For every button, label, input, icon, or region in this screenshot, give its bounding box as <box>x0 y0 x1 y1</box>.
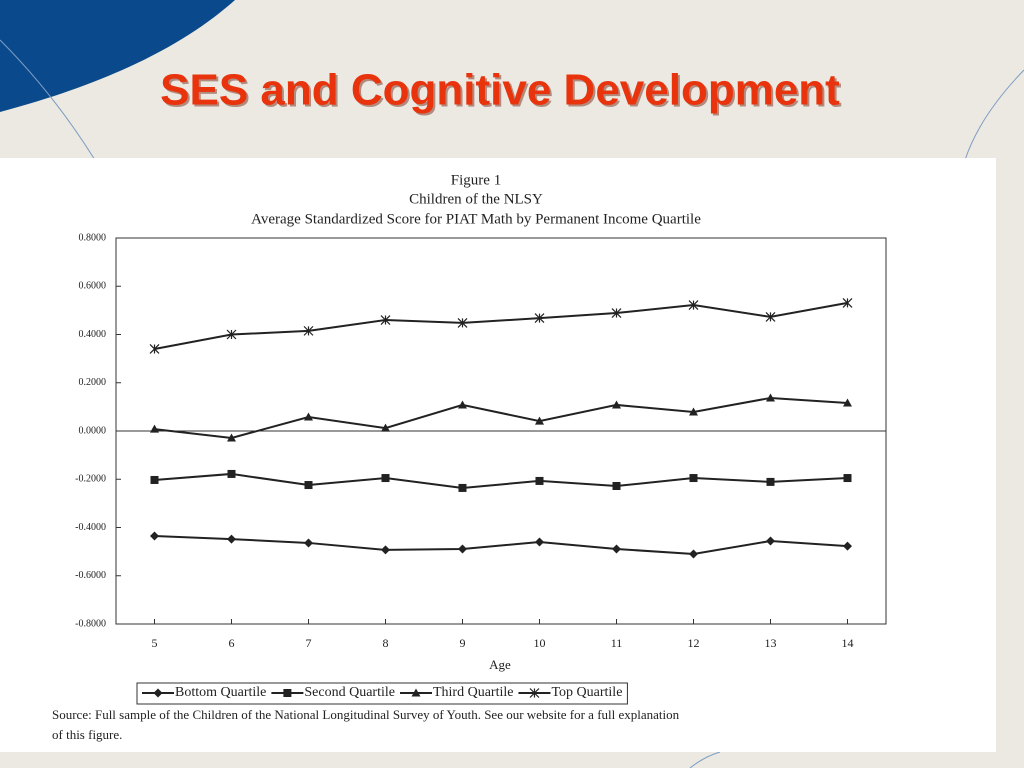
x-axis-label: Age <box>489 657 511 672</box>
marker <box>304 412 313 421</box>
y-tick-label: 0.0000 <box>79 425 107 436</box>
y-tick-label: 0.6000 <box>79 281 107 292</box>
legend-label: Second Quartile <box>304 685 395 700</box>
marker <box>304 538 313 548</box>
marker <box>458 400 467 409</box>
x-tick-label: 6 <box>229 636 235 650</box>
marker <box>381 545 390 555</box>
series-line <box>154 396 848 440</box>
y-tick-label: -0.4000 <box>75 522 106 533</box>
y-tick-label: 0.4000 <box>79 329 107 340</box>
marker <box>535 476 544 485</box>
marker <box>535 537 544 547</box>
series-line <box>154 472 848 489</box>
legend-label: Third Quartile <box>433 685 513 700</box>
marker <box>529 688 540 698</box>
marker <box>457 317 468 328</box>
chart-subtitle: Children of the NLSY <box>409 191 543 207</box>
marker <box>153 688 163 698</box>
legend-label: Bottom Quartile <box>175 685 266 700</box>
x-tick-label: 14 <box>842 636 854 650</box>
x-tick-label: 13 <box>765 636 777 650</box>
slide-title-shadow: SES and Cognitive Development <box>162 68 842 117</box>
marker <box>611 308 622 318</box>
marker <box>458 483 467 492</box>
x-tick-label: 9 <box>460 636 466 650</box>
marker <box>766 393 775 402</box>
legend-label: Top Quartile <box>551 685 622 700</box>
x-tick-label: 8 <box>383 636 389 650</box>
marker <box>283 689 292 697</box>
source-note: of this figure. <box>52 727 122 742</box>
marker <box>381 474 390 483</box>
legend-box <box>136 682 628 705</box>
marker <box>303 325 314 336</box>
figure-panel <box>0 158 996 752</box>
y-tick-label: 0.8000 <box>79 232 107 243</box>
x-tick-label: 5 <box>152 636 158 650</box>
decor-arc <box>0 39 96 161</box>
marker <box>458 544 467 554</box>
marker <box>765 311 776 322</box>
marker <box>689 474 698 483</box>
marker <box>766 536 775 546</box>
marker <box>843 474 852 483</box>
marker <box>612 482 621 491</box>
marker <box>380 315 391 325</box>
x-tick-label: 10 <box>534 636 546 650</box>
y-tick-label: 0.2000 <box>79 377 107 388</box>
marker <box>689 549 698 559</box>
marker <box>842 297 853 308</box>
marker <box>227 534 236 544</box>
series-line <box>154 301 848 350</box>
marker <box>227 433 236 442</box>
marker <box>150 475 159 484</box>
x-tick-label: 12 <box>688 636 700 650</box>
marker <box>149 344 160 354</box>
decor-arc <box>689 751 721 768</box>
marker <box>150 531 159 541</box>
marker <box>689 407 698 416</box>
marker <box>535 416 544 425</box>
y-tick-label: -0.2000 <box>75 474 106 485</box>
marker <box>843 541 852 551</box>
y-tick-label: -0.6000 <box>75 570 106 581</box>
marker <box>612 400 621 409</box>
slide-title: SES and Cognitive Development <box>160 66 840 115</box>
marker <box>843 398 852 407</box>
marker <box>381 423 390 432</box>
marker <box>226 329 237 340</box>
marker <box>411 688 421 697</box>
marker <box>150 424 159 433</box>
series-line <box>154 534 848 556</box>
marker <box>766 477 775 486</box>
marker <box>227 469 236 478</box>
marker <box>612 544 621 554</box>
chart-title: Figure 1 <box>451 172 501 188</box>
marker <box>688 300 699 310</box>
source-note: Source: Full sample of the Children of t… <box>52 707 680 722</box>
chart-subtitle: Average Standardized Score for PIAT Math… <box>251 211 701 227</box>
x-tick-label: 7 <box>306 636 312 650</box>
marker <box>304 481 313 490</box>
corner-decoration <box>0 0 235 112</box>
decor-arc <box>964 69 1024 161</box>
y-tick-label: -0.8000 <box>75 618 106 629</box>
x-tick-label: 11 <box>611 636 623 650</box>
marker <box>534 313 545 324</box>
